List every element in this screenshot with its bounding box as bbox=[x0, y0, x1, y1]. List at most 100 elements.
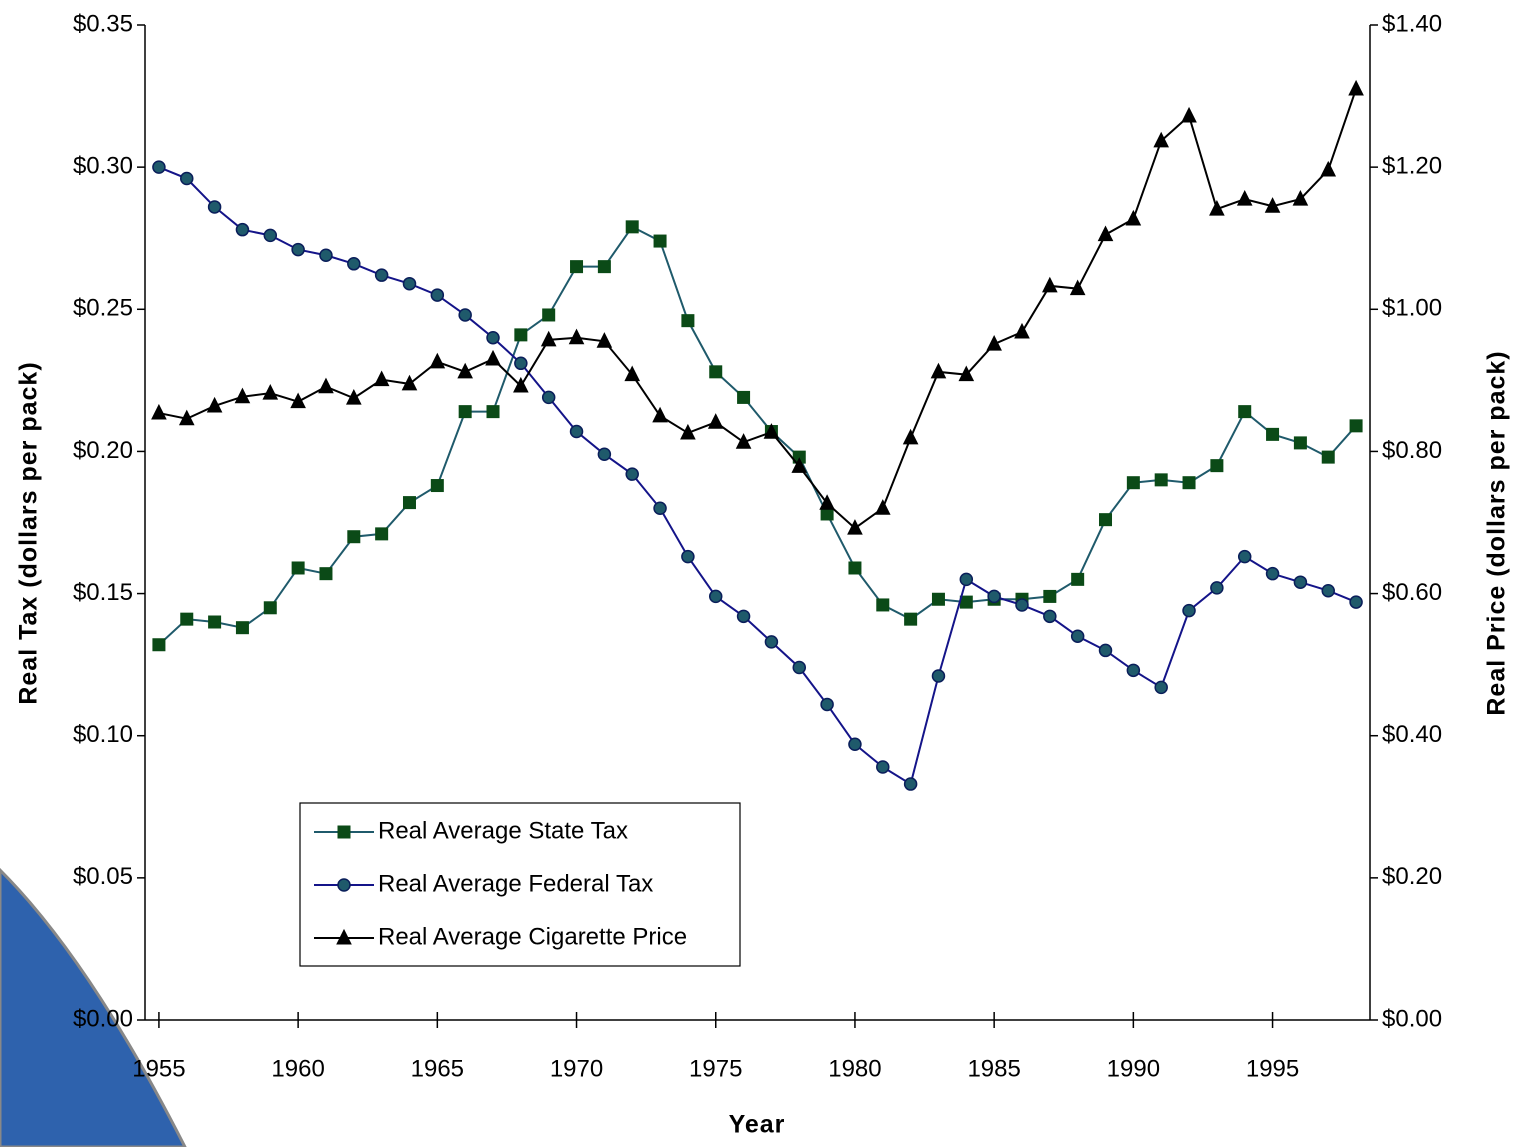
marker bbox=[654, 502, 666, 514]
marker bbox=[1183, 605, 1195, 617]
marker bbox=[626, 468, 638, 480]
x-tick-label: 1990 bbox=[1107, 1055, 1160, 1082]
marker bbox=[1127, 477, 1139, 489]
series-line bbox=[159, 89, 1356, 528]
marker bbox=[1015, 324, 1029, 338]
marker bbox=[487, 406, 499, 418]
legend: Real Average State Tax Real Average Feder… bbox=[300, 803, 740, 966]
x-axis-title: Year bbox=[729, 1111, 786, 1139]
x-tick-label: 1985 bbox=[967, 1055, 1020, 1082]
marker bbox=[931, 364, 945, 378]
marker bbox=[1154, 133, 1168, 147]
marker bbox=[1294, 437, 1306, 449]
marker bbox=[598, 261, 610, 273]
marker bbox=[1238, 191, 1252, 205]
series bbox=[153, 221, 1362, 651]
marker bbox=[376, 528, 388, 540]
marker bbox=[682, 315, 694, 327]
marker bbox=[236, 224, 248, 236]
marker bbox=[1183, 477, 1195, 489]
chart: Year Real Tax (dollars per pack) Real Pr… bbox=[0, 0, 1527, 1147]
marker bbox=[1043, 278, 1057, 292]
y2-tick-label: $1.20 bbox=[1382, 152, 1442, 179]
y-tick-label: $0.10 bbox=[73, 721, 133, 748]
marker bbox=[1100, 514, 1112, 526]
legend-label: Real Average Federal Tax bbox=[378, 870, 653, 897]
marker bbox=[459, 406, 471, 418]
marker bbox=[320, 249, 332, 261]
marker bbox=[459, 309, 471, 321]
marker bbox=[905, 613, 917, 625]
marker bbox=[1322, 585, 1334, 597]
marker bbox=[849, 562, 861, 574]
marker bbox=[375, 372, 389, 386]
series bbox=[152, 81, 1363, 534]
marker bbox=[1155, 681, 1167, 693]
marker bbox=[960, 573, 972, 585]
marker bbox=[1211, 582, 1223, 594]
marker bbox=[264, 602, 276, 614]
marker bbox=[905, 778, 917, 790]
marker bbox=[348, 258, 360, 270]
x-tick-label: 1995 bbox=[1246, 1055, 1299, 1082]
marker bbox=[877, 599, 889, 611]
series-line bbox=[159, 227, 1356, 645]
marker bbox=[988, 590, 1000, 602]
x-tick-label: 1965 bbox=[411, 1055, 464, 1082]
marker bbox=[1099, 227, 1113, 241]
marker bbox=[338, 826, 350, 838]
marker bbox=[1044, 590, 1056, 602]
marker bbox=[153, 639, 165, 651]
marker bbox=[1350, 596, 1362, 608]
marker bbox=[571, 426, 583, 438]
y2-tick-label: $0.00 bbox=[1382, 1005, 1442, 1032]
y2-tick-label: $0.20 bbox=[1382, 863, 1442, 890]
series-line bbox=[159, 167, 1356, 784]
x-tick-label: 1975 bbox=[689, 1055, 742, 1082]
legend-label: Real Average State Tax bbox=[378, 817, 628, 844]
marker bbox=[338, 879, 350, 891]
marker bbox=[263, 385, 277, 399]
marker bbox=[292, 244, 304, 256]
marker bbox=[682, 551, 694, 563]
marker bbox=[738, 391, 750, 403]
marker bbox=[1155, 474, 1167, 486]
y2-axis-title: Real Price (dollars per pack) bbox=[1483, 350, 1511, 715]
marker bbox=[403, 497, 415, 509]
marker bbox=[1239, 406, 1251, 418]
marker bbox=[1322, 451, 1334, 463]
marker bbox=[932, 593, 944, 605]
marker bbox=[152, 405, 166, 419]
marker bbox=[264, 229, 276, 241]
y-tick-label: $0.00 bbox=[73, 1005, 133, 1032]
marker bbox=[515, 329, 527, 341]
y-axis-title: Real Tax (dollars per pack) bbox=[15, 361, 43, 704]
marker bbox=[1350, 420, 1362, 432]
marker bbox=[821, 698, 833, 710]
marker bbox=[1072, 573, 1084, 585]
marker bbox=[1349, 81, 1363, 95]
marker bbox=[431, 480, 443, 492]
marker bbox=[709, 414, 723, 428]
marker bbox=[431, 289, 443, 301]
marker bbox=[710, 366, 722, 378]
y2-tick-label: $0.80 bbox=[1382, 437, 1442, 464]
marker bbox=[877, 761, 889, 773]
marker bbox=[960, 596, 972, 608]
marker bbox=[292, 562, 304, 574]
x-tick-label: 1955 bbox=[132, 1055, 185, 1082]
marker bbox=[515, 357, 527, 369]
marker bbox=[1182, 108, 1196, 122]
marker bbox=[571, 261, 583, 273]
y-tick-label: $0.25 bbox=[73, 295, 133, 322]
marker bbox=[1100, 644, 1112, 656]
y-tick-label: $0.30 bbox=[73, 152, 133, 179]
marker bbox=[598, 448, 610, 460]
marker bbox=[486, 351, 500, 365]
marker bbox=[1267, 568, 1279, 580]
y-tick-label: $0.20 bbox=[73, 437, 133, 464]
marker bbox=[487, 332, 499, 344]
x-tick-label: 1960 bbox=[271, 1055, 324, 1082]
marker bbox=[932, 670, 944, 682]
marker bbox=[710, 590, 722, 602]
